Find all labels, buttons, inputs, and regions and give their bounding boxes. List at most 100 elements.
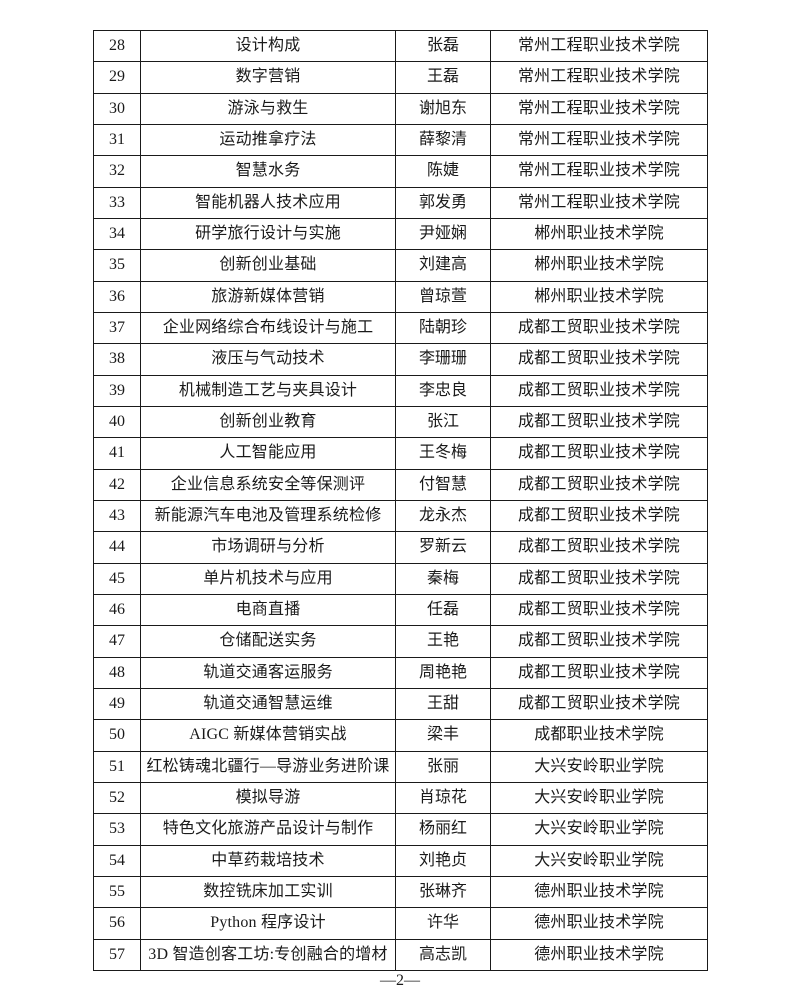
teacher-name-cell: 谢旭东	[395, 92, 491, 125]
teacher-name-cell: 龙永杰	[395, 499, 491, 533]
teacher-name-cell: 李珊珊	[395, 343, 491, 376]
institution-cell: 成都工贸职业技术学院	[490, 656, 708, 689]
teacher-name-cell: 许华	[395, 907, 491, 940]
course-name-cell: 研学旅行设计与实施	[140, 217, 396, 251]
course-name-cell: 电商直播	[140, 593, 396, 627]
row-number-cell: 30	[93, 92, 141, 125]
institution-cell: 成都工贸职业技术学院	[490, 405, 708, 439]
institution-cell: 成都工贸职业技术学院	[490, 625, 708, 658]
institution-cell: 大兴安岭职业学院	[490, 844, 708, 877]
teacher-name-cell: 任磊	[395, 593, 491, 627]
row-number-cell: 52	[93, 781, 141, 815]
page-number: —2—	[380, 972, 420, 989]
course-name-cell: 创新创业基础	[140, 249, 396, 282]
row-number-cell: 37	[93, 311, 141, 345]
table-row: 50 AIGC 新媒体营销实战 梁丰 成都职业技术学院	[93, 719, 708, 752]
teacher-name-cell: 秦梅	[395, 562, 491, 595]
course-name-cell: 轨道交通智慧运维	[140, 687, 396, 721]
teacher-name-cell: 周艳艳	[395, 656, 491, 689]
table-row: 34 研学旅行设计与实施 尹娅娴 郴州职业技术学院	[93, 217, 708, 251]
institution-cell: 大兴安岭职业学院	[490, 781, 708, 815]
course-name-cell: 智慧水务	[140, 155, 396, 188]
institution-cell: 大兴安岭职业学院	[490, 750, 708, 783]
teacher-name-cell: 陈婕	[395, 155, 491, 188]
row-number-cell: 54	[93, 844, 141, 877]
institution-cell: 成都工贸职业技术学院	[490, 468, 708, 501]
institution-cell: 成都工贸职业技术学院	[490, 437, 708, 470]
institution-cell: 德州职业技术学院	[490, 907, 708, 940]
table-row: 48 轨道交通客运服务 周艳艳 成都工贸职业技术学院	[93, 656, 708, 689]
institution-cell: 德州职业技术学院	[490, 938, 708, 972]
row-number-cell: 39	[93, 374, 141, 407]
table-row: 56 Python 程序设计 许华 德州职业技术学院	[93, 907, 708, 940]
row-number-cell: 31	[93, 123, 141, 157]
institution-cell: 常州工程职业技术学院	[490, 29, 708, 63]
course-name-cell: 新能源汽车电池及管理系统检修	[140, 499, 396, 533]
teacher-name-cell: 张磊	[395, 29, 491, 63]
teacher-name-cell: 张丽	[395, 750, 491, 783]
course-name-cell: 红松铸魂北疆行—导游业务进阶课	[140, 750, 396, 783]
row-number-cell: 36	[93, 280, 141, 313]
institution-cell: 成都职业技术学院	[490, 719, 708, 752]
table-row: 33 智能机器人技术应用 郭发勇 常州工程职业技术学院	[93, 186, 708, 219]
course-name-cell: 模拟导游	[140, 781, 396, 815]
row-number-cell: 28	[93, 29, 141, 63]
course-name-cell: 市场调研与分析	[140, 531, 396, 564]
institution-cell: 成都工贸职业技术学院	[490, 311, 708, 345]
course-table: 28 设计构成 张磊 常州工程职业技术学院 29 数字营销 王磊 常州工程职业技…	[93, 29, 708, 972]
course-name-cell: AIGC 新媒体营销实战	[140, 719, 396, 752]
institution-cell: 成都工贸职业技术学院	[490, 499, 708, 533]
teacher-name-cell: 梁丰	[395, 719, 491, 752]
course-name-cell: 仓储配送实务	[140, 625, 396, 658]
institution-cell: 成都工贸职业技术学院	[490, 343, 708, 376]
table-row: 41 人工智能应用 王冬梅 成都工贸职业技术学院	[93, 437, 708, 470]
teacher-name-cell: 高志凯	[395, 938, 491, 972]
course-name-cell: 创新创业教育	[140, 405, 396, 439]
table-body: 28 设计构成 张磊 常州工程职业技术学院 29 数字营销 王磊 常州工程职业技…	[93, 29, 708, 972]
institution-cell: 常州工程职业技术学院	[490, 186, 708, 219]
table-row: 36 旅游新媒体营销 曾琼萱 郴州职业技术学院	[93, 280, 708, 313]
row-number-cell: 38	[93, 343, 141, 376]
course-name-cell: 单片机技术与应用	[140, 562, 396, 595]
teacher-name-cell: 陆朝珍	[395, 311, 491, 345]
teacher-name-cell: 张琳齐	[395, 875, 491, 909]
row-number-cell: 56	[93, 907, 141, 940]
row-number-cell: 32	[93, 155, 141, 188]
course-name-cell: 企业信息系统安全等保测评	[140, 468, 396, 501]
table-row: 57 3D 智造创客工坊:专创融合的增材 高志凯 德州职业技术学院	[93, 938, 708, 972]
institution-cell: 德州职业技术学院	[490, 875, 708, 909]
course-name-cell: 智能机器人技术应用	[140, 186, 396, 219]
institution-cell: 常州工程职业技术学院	[490, 92, 708, 125]
institution-cell: 郴州职业技术学院	[490, 280, 708, 313]
teacher-name-cell: 王艳	[395, 625, 491, 658]
table-row: 37 企业网络综合布线设计与施工 陆朝珍 成都工贸职业技术学院	[93, 311, 708, 345]
row-number-cell: 47	[93, 625, 141, 658]
table-row: 35 创新创业基础 刘建高 郴州职业技术学院	[93, 249, 708, 282]
course-name-cell: 旅游新媒体营销	[140, 280, 396, 313]
table-row: 55 数控铣床加工实训 张琳齐 德州职业技术学院	[93, 875, 708, 909]
row-number-cell: 35	[93, 249, 141, 282]
institution-cell: 成都工贸职业技术学院	[490, 687, 708, 721]
course-name-cell: 游泳与救生	[140, 92, 396, 125]
table-row: 32 智慧水务 陈婕 常州工程职业技术学院	[93, 155, 708, 188]
row-number-cell: 44	[93, 531, 141, 564]
teacher-name-cell: 王磊	[395, 61, 491, 94]
course-name-cell: 机械制造工艺与夹具设计	[140, 374, 396, 407]
row-number-cell: 51	[93, 750, 141, 783]
teacher-name-cell: 王冬梅	[395, 437, 491, 470]
course-name-cell: 特色文化旅游产品设计与制作	[140, 813, 396, 846]
course-name-cell: Python 程序设计	[140, 907, 396, 940]
row-number-cell: 42	[93, 468, 141, 501]
table-row: 30 游泳与救生 谢旭东 常州工程职业技术学院	[93, 92, 708, 125]
institution-cell: 成都工贸职业技术学院	[490, 562, 708, 595]
institution-cell: 常州工程职业技术学院	[490, 123, 708, 157]
course-name-cell: 3D 智造创客工坊:专创融合的增材	[140, 938, 396, 972]
course-name-cell: 运动推拿疗法	[140, 123, 396, 157]
teacher-name-cell: 郭发勇	[395, 186, 491, 219]
institution-cell: 成都工贸职业技术学院	[490, 374, 708, 407]
table-row: 38 液压与气动技术 李珊珊 成都工贸职业技术学院	[93, 343, 708, 376]
course-name-cell: 人工智能应用	[140, 437, 396, 470]
table-row: 45 单片机技术与应用 秦梅 成都工贸职业技术学院	[93, 562, 708, 595]
institution-cell: 郴州职业技术学院	[490, 217, 708, 251]
institution-cell: 大兴安岭职业学院	[490, 813, 708, 846]
